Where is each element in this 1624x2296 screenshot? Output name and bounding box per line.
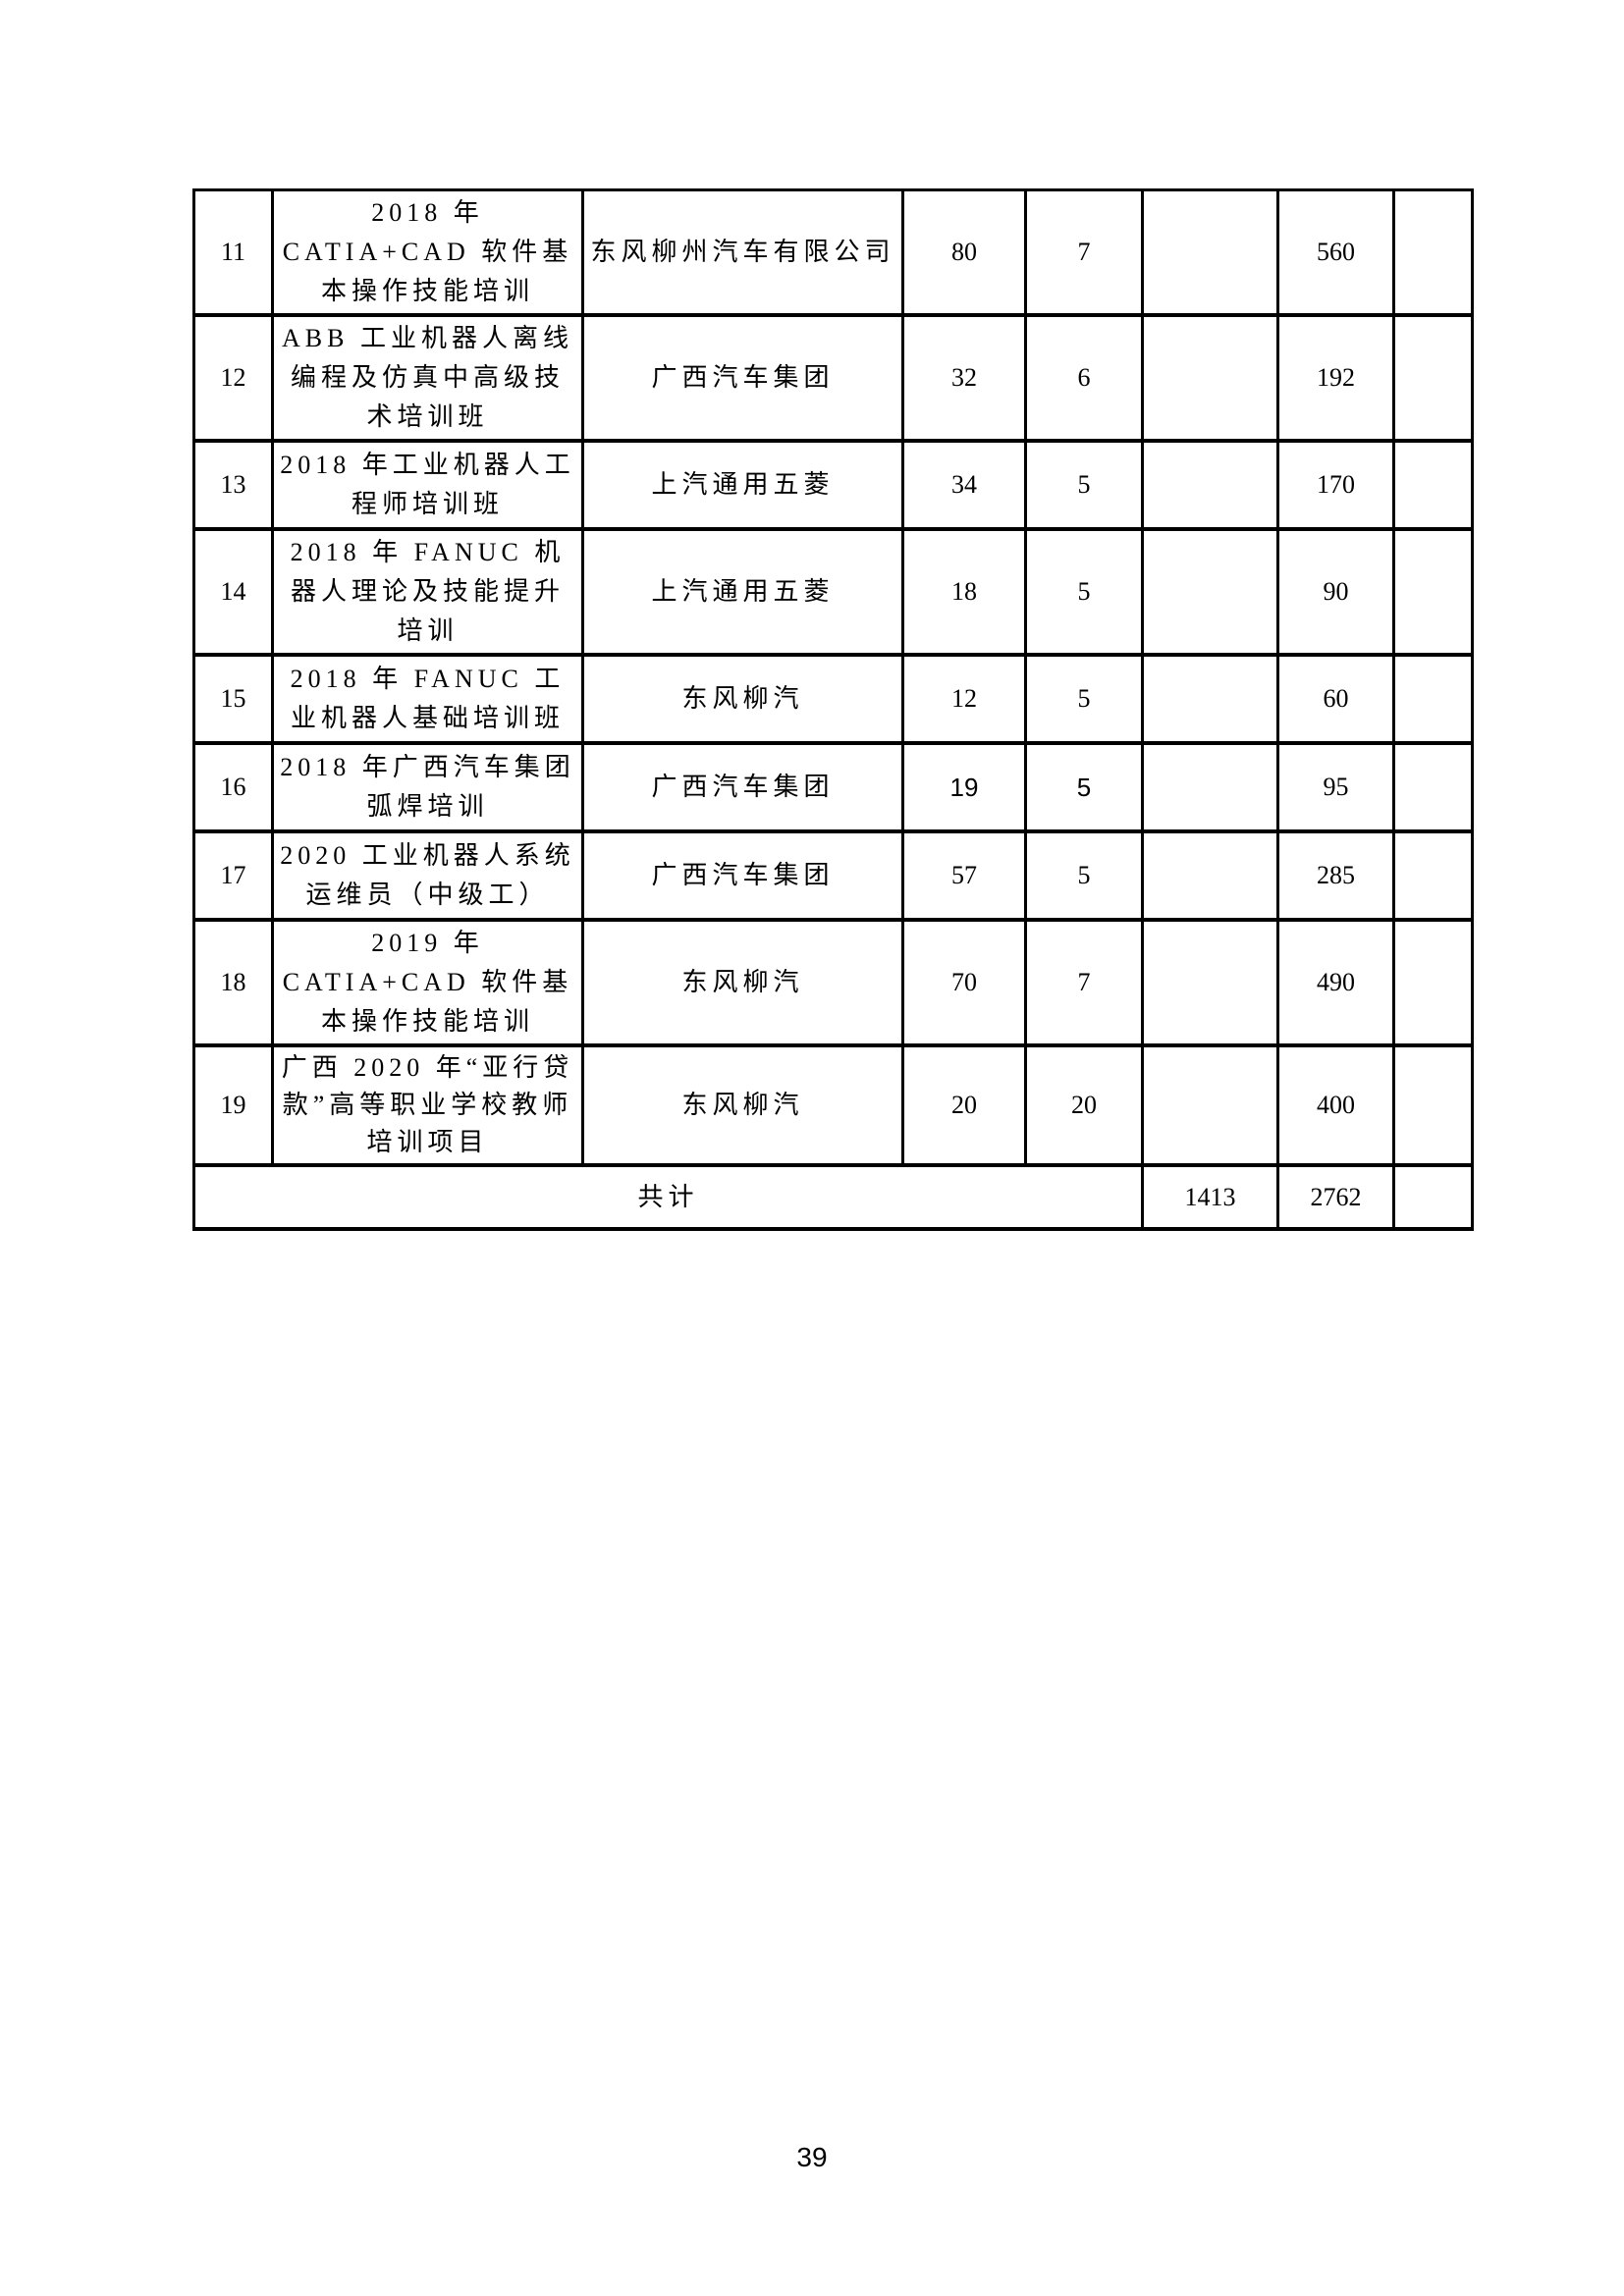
- table-row: 17 2020 工业机器人系统运维员（中级工） 广西汽车集团 57 5 285: [192, 829, 1474, 922]
- cell-program-name: 2018 年广西汽车集团弧焊培训: [271, 741, 584, 833]
- training-statistics-table: 11 2018 年 CATIA+CAD 软件基本操作技能培训 东风柳州汽车有限公…: [192, 188, 1474, 1231]
- cell-value-5: [1392, 829, 1474, 922]
- cell-value-4: 285: [1276, 829, 1395, 922]
- cell-company-name: 东风柳州汽车有限公司: [581, 188, 904, 317]
- cell-value-2: 5: [1024, 829, 1144, 922]
- cell-company-name: 东风柳汽: [581, 1043, 904, 1167]
- cell-value-4: 490: [1276, 918, 1395, 1047]
- total-row: 共计 1413 2762: [192, 1163, 1474, 1231]
- cell-value-4: 560: [1276, 188, 1395, 317]
- cell-value-3: [1141, 188, 1279, 317]
- cell-value-1: 70: [901, 918, 1027, 1047]
- table-row: 15 2018 年 FANUC 工业机器人基础培训班 东风柳汽 12 5 60: [192, 653, 1474, 745]
- cell-row-number: 14: [192, 527, 274, 657]
- cell-company-name: 东风柳汽: [581, 918, 904, 1047]
- cell-value-1: 12: [901, 653, 1027, 745]
- cell-value-3: [1141, 313, 1279, 443]
- cell-company-name: 广西汽车集团: [581, 741, 904, 833]
- table-row: 13 2018 年工业机器人工程师培训班 上汽通用五菱 34 5 170: [192, 439, 1474, 531]
- cell-value-3: [1141, 439, 1279, 531]
- cell-value-1: 20: [901, 1043, 1027, 1167]
- cell-value-3: [1141, 918, 1279, 1047]
- cell-program-name: 2018 年 CATIA+CAD 软件基本操作技能培训: [271, 188, 584, 317]
- cell-program-name: 2019 年 CATIA+CAD 软件基本操作技能培训: [271, 918, 584, 1047]
- cell-value-1: 18: [901, 527, 1027, 657]
- cell-program-name: 2018 年 FANUC 机器人理论及技能提升培训: [271, 527, 584, 657]
- cell-value-3: [1141, 829, 1279, 922]
- cell-value-2: 5: [1024, 527, 1144, 657]
- cell-row-number: 16: [192, 741, 274, 833]
- cell-program-name: 2018 年 FANUC 工业机器人基础培训班: [271, 653, 584, 745]
- cell-program-name: 2018 年工业机器人工程师培训班: [271, 439, 584, 531]
- table-row: 11 2018 年 CATIA+CAD 软件基本操作技能培训 东风柳州汽车有限公…: [192, 188, 1474, 317]
- cell-value-5: [1392, 527, 1474, 657]
- total-label: 共计: [192, 1163, 1144, 1231]
- cell-row-number: 11: [192, 188, 274, 317]
- cell-value-5: [1392, 313, 1474, 443]
- cell-program-name: 广西 2020 年“亚行贷款”高等职业学校教师培训项目: [271, 1043, 584, 1167]
- cell-value-1: 57: [901, 829, 1027, 922]
- cell-value-2: 7: [1024, 188, 1144, 317]
- cell-value-5: [1392, 1043, 1474, 1167]
- cell-value-2: 20: [1024, 1043, 1144, 1167]
- cell-value-2: 5: [1024, 653, 1144, 745]
- cell-value-2: 5: [1024, 741, 1144, 833]
- cell-value-1: 80: [901, 188, 1027, 317]
- cell-company-name: 上汽通用五菱: [581, 527, 904, 657]
- cell-row-number: 18: [192, 918, 274, 1047]
- cell-value-3: [1141, 741, 1279, 833]
- cell-value-4: 170: [1276, 439, 1395, 531]
- cell-value-4: 192: [1276, 313, 1395, 443]
- cell-value-4: 95: [1276, 741, 1395, 833]
- cell-value-2: 7: [1024, 918, 1144, 1047]
- cell-program-name: ABB 工业机器人离线编程及仿真中高级技术培训班: [271, 313, 584, 443]
- cell-value-5: [1392, 653, 1474, 745]
- table-row: 12 ABB 工业机器人离线编程及仿真中高级技术培训班 广西汽车集团 32 6 …: [192, 313, 1474, 443]
- cell-value-3: [1141, 1043, 1279, 1167]
- cell-row-number: 12: [192, 313, 274, 443]
- cell-value-5: [1392, 188, 1474, 317]
- cell-company-name: 东风柳汽: [581, 653, 904, 745]
- table-row: 14 2018 年 FANUC 机器人理论及技能提升培训 上汽通用五菱 18 5…: [192, 527, 1474, 657]
- cell-value-2: 5: [1024, 439, 1144, 531]
- cell-value-4: 400: [1276, 1043, 1395, 1167]
- cell-value-3: [1141, 527, 1279, 657]
- cell-value-5: [1392, 918, 1474, 1047]
- table-row: 18 2019 年 CATIA+CAD 软件基本操作技能培训 东风柳汽 70 7…: [192, 918, 1474, 1047]
- cell-value-3: [1141, 653, 1279, 745]
- cell-value-5: [1392, 439, 1474, 531]
- cell-value-2: 6: [1024, 313, 1144, 443]
- cell-company-name: 广西汽车集团: [581, 829, 904, 922]
- cell-value-1: 32: [901, 313, 1027, 443]
- cell-row-number: 13: [192, 439, 274, 531]
- page-number: 39: [796, 2142, 828, 2172]
- cell-row-number: 19: [192, 1043, 274, 1167]
- total-value-3: 1413: [1141, 1163, 1279, 1231]
- cell-program-name: 2020 工业机器人系统运维员（中级工）: [271, 829, 584, 922]
- cell-value-1: 34: [901, 439, 1027, 531]
- table-row: 16 2018 年广西汽车集团弧焊培训 广西汽车集团 19 5 95: [192, 741, 1474, 833]
- table-row: 19 广西 2020 年“亚行贷款”高等职业学校教师培训项目 东风柳汽 20 2…: [192, 1043, 1474, 1167]
- cell-value-4: 60: [1276, 653, 1395, 745]
- cell-value-4: 90: [1276, 527, 1395, 657]
- cell-row-number: 15: [192, 653, 274, 745]
- cell-value-5: [1392, 741, 1474, 833]
- cell-row-number: 17: [192, 829, 274, 922]
- total-value-4: 2762: [1276, 1163, 1395, 1231]
- cell-value-1: 19: [901, 741, 1027, 833]
- cell-company-name: 广西汽车集团: [581, 313, 904, 443]
- cell-company-name: 上汽通用五菱: [581, 439, 904, 531]
- total-value-5: [1392, 1163, 1474, 1231]
